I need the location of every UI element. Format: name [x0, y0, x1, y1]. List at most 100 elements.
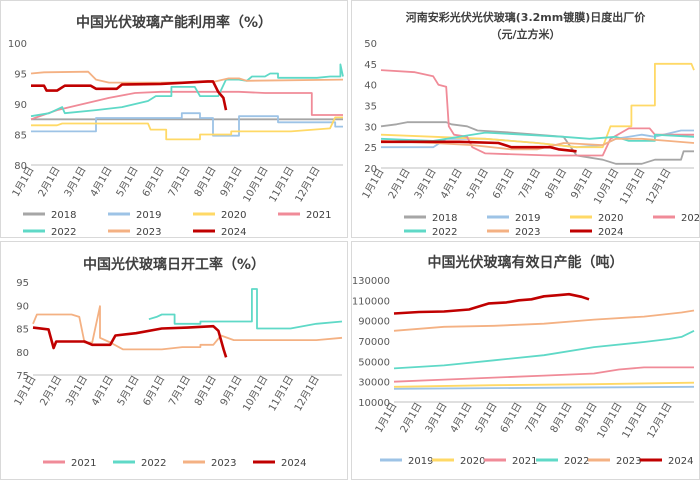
series-line-2020	[380, 62, 695, 149]
legend-label: 2021	[512, 456, 537, 467]
legend-item-2023: 2023	[108, 227, 161, 237]
chart-panel-effective-daily-capacity: 中国光伏玻璃有效日产能（吨） 10000 30000 50000 70000 90000 1…	[351, 241, 700, 480]
legend-label: 2020	[598, 213, 623, 224]
legend-label: 2023	[211, 458, 236, 469]
y-tick-label: 100	[8, 39, 27, 50]
legend-item-2022: 2022	[404, 227, 457, 237]
legend-label: 2021	[71, 458, 96, 469]
legend-label: 2024	[598, 227, 623, 237]
x-tick-label: 12月1日	[292, 374, 322, 414]
legend-item-2024: 2024	[570, 227, 623, 237]
x-tick-label: 12月1日	[644, 167, 674, 207]
series-line-2020	[393, 381, 695, 388]
chart-title: 中国光伏玻璃产能利用率（%）	[76, 14, 272, 31]
legend-item-2018: 2018	[404, 213, 457, 224]
legend-label: 2022	[564, 456, 589, 467]
x-tick-label: 4月1日	[88, 165, 115, 199]
legend-item-2021: 2021	[278, 210, 331, 221]
x-tick-label: 5月1日	[114, 165, 141, 199]
x-tick-label: 7月1日	[166, 374, 193, 408]
x-tick-label: 4月1日	[89, 374, 116, 408]
chart-panel-daily-operating-rate: 中国光伏玻璃日开工率（%） 75 80 85 90 95 1月1日 2月1日 3月1日 4月1日 5…	[0, 241, 348, 480]
x-tick-label: 6月1日	[498, 401, 525, 435]
series-line-2021	[393, 366, 694, 383]
x-tick-label: 3月1日	[63, 374, 90, 408]
legend-label: 2019	[408, 456, 433, 467]
legend-label: 2022	[432, 227, 457, 237]
y-tick-label: 80	[14, 161, 27, 172]
series-line-2022	[148, 288, 343, 330]
x-tick-label: 10月1日	[591, 167, 621, 207]
legend-label: 2021	[681, 213, 699, 224]
legend-item-2022: 2022	[113, 458, 166, 469]
series-line-2021	[380, 69, 694, 157]
legend-item-2021: 2021	[653, 213, 699, 224]
y-tick-label: 35	[364, 102, 377, 113]
legend-item-2022: 2022	[536, 456, 589, 467]
y-tick-label: 30	[364, 122, 377, 133]
series-line-2021	[30, 90, 343, 121]
legend-label: 2020	[221, 210, 246, 221]
legend-item-2021: 2021	[43, 458, 96, 469]
x-tick-label: 9月1日	[573, 401, 600, 435]
chart-svg: 中国光伏玻璃有效日产能（吨） 10000 30000 50000 70000 90000 1…	[352, 254, 695, 467]
legend-item-2020: 2020	[193, 210, 246, 221]
legend-item-2023: 2023	[487, 227, 540, 237]
y-tick-label: 85	[16, 325, 29, 336]
legend-item-2020: 2020	[570, 213, 623, 224]
x-tick-label: 2月1日	[398, 401, 425, 435]
y-tick-label: 50	[364, 39, 377, 50]
y-tick-label: 10000	[358, 398, 390, 409]
y-tick-label: 30000	[358, 378, 390, 389]
legend-item-2024: 2024	[253, 458, 306, 469]
legend-label: 2021	[306, 210, 331, 221]
y-tick-label: 20	[364, 164, 377, 175]
legend-item-2019: 2019	[487, 213, 540, 224]
x-tick-label: 11月1日	[267, 165, 297, 205]
x-tick-label: 8月1日	[548, 401, 575, 435]
series-line-2023	[393, 309, 695, 332]
chart-title: 中国光伏玻璃日开工率（%）	[83, 256, 265, 273]
series-line-2024	[31, 80, 228, 111]
x-tick-label: 4月1日	[438, 167, 465, 201]
legend-item-2020: 2020	[432, 456, 485, 467]
y-tick-label: 45	[364, 60, 377, 71]
series-line-2024	[381, 140, 577, 153]
series-line-2019	[31, 112, 343, 137]
x-tick-label: 5月1日	[473, 401, 500, 435]
x-tick-label: 9月1日	[218, 374, 245, 408]
legend-item-2024: 2024	[193, 227, 246, 237]
x-tick-label: 6月1日	[141, 374, 168, 408]
x-tick-label: 3月1日	[62, 165, 89, 199]
y-tick-label: 95	[14, 70, 27, 81]
legend-label: 2024	[668, 456, 693, 467]
y-tick-label: 110000	[352, 296, 390, 307]
chart-panel-capacity-utilization: 中国光伏玻璃产能利用率（%） 80 85 90 95 100 1月1日 2月1日 3月1日 4月1…	[0, 0, 348, 238]
series-line-2019	[393, 385, 695, 390]
chart-title: 中国光伏玻璃有效日产能（吨）	[428, 254, 624, 271]
x-tick-label: 7月1日	[516, 167, 543, 201]
x-tick-label: 5月1日	[115, 374, 142, 408]
x-tick-label: 3月1日	[412, 167, 439, 201]
legend-label: 2023	[515, 227, 540, 237]
y-tick-label: 130000	[352, 276, 390, 287]
x-tick-label: 2月1日	[38, 374, 65, 408]
legend-label: 2020	[460, 456, 485, 467]
y-tick-label: 25	[364, 143, 377, 154]
series-line-2024	[393, 292, 590, 315]
legend-item-2021: 2021	[484, 456, 537, 467]
legend-label: 2024	[281, 458, 306, 469]
x-tick-label: 6月1日	[490, 167, 517, 201]
legend-item-2023: 2023	[588, 456, 641, 467]
series-line-2022	[380, 131, 695, 142]
legend-item-2018: 2018	[23, 210, 76, 221]
x-tick-label: 2月1日	[36, 165, 63, 199]
legend-label: 2018	[432, 213, 457, 224]
x-tick-label: 9月1日	[218, 165, 245, 199]
legend-label: 2019	[136, 210, 161, 221]
series-line-2022	[30, 63, 344, 118]
y-tick-label: 70000	[358, 337, 390, 348]
x-tick-label: 7月1日	[166, 165, 193, 199]
series-line-2024	[32, 324, 228, 358]
